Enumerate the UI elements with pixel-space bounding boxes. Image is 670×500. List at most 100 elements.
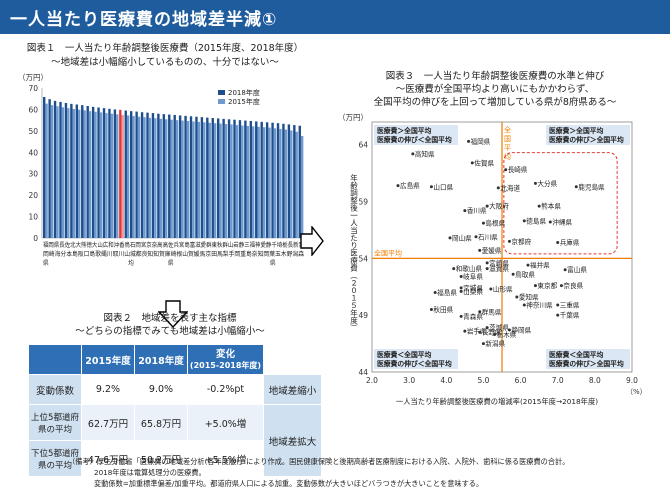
bar-2018: [249, 121, 253, 238]
bar-2018: [206, 117, 209, 238]
point-label: 大分県: [537, 179, 557, 188]
x-tick-label: 7.0: [552, 376, 564, 385]
bar-2018: [162, 114, 166, 238]
highlight-region: [503, 152, 618, 255]
y-tick-label: 30: [28, 170, 38, 179]
bar-2015: [224, 124, 228, 238]
table-eval-cell: 地域差拡大: [263, 404, 322, 477]
y-axis-label: 年齢調整後一人当たり医療費（２０１５年度）: [349, 173, 358, 332]
bar-2015: [148, 117, 152, 238]
point-label: 山形県: [493, 285, 513, 294]
bar-2018: [102, 108, 106, 238]
bar-2018: [53, 100, 57, 238]
bar-2015: [197, 121, 201, 238]
bar-2018: [113, 109, 117, 238]
bar-2018: [227, 119, 231, 238]
scatter-point: [429, 308, 433, 311]
bar-2018: [271, 122, 274, 238]
bar-2015: [121, 115, 124, 238]
x-tick-label: 8.0: [589, 376, 601, 385]
bar-2015: [78, 109, 81, 238]
bar-2015: [137, 116, 141, 238]
bar-2018: [200, 117, 204, 238]
table-cell: -0.2%pt: [187, 374, 264, 405]
bar-2018: [130, 111, 133, 238]
y-tick-label: 44: [358, 368, 368, 377]
x-category-labels: 福岡県長佐北大熊徳大山広和沖香鳥石岡宮京奈高高佐兵宮島富滋愛群東秋群山岩静三福神…: [43, 241, 304, 249]
bar-2015: [284, 129, 288, 238]
bar-2015: [50, 105, 54, 238]
point-label: 宮城県: [463, 283, 483, 292]
table-row: 変動係数 9.2% 9.0% -0.2%pt 地域差縮小: [28, 374, 322, 405]
point-label: 北海道: [500, 183, 520, 192]
x-tick-label: 6.0: [515, 376, 527, 385]
page-title: 一人当たり医療費の地域差半減①: [10, 10, 278, 30]
point-label: 福島県: [437, 288, 457, 297]
point-label: 茨城県: [489, 323, 509, 332]
legend-label: 2018年度: [228, 88, 260, 97]
avg-vertical-label: 国: [504, 135, 511, 143]
bar-2015: [203, 122, 206, 238]
avg-vertical-label: 平: [504, 144, 511, 152]
table-row: 下位5都道府県の平均 47.6万円 50.2万円 +5.5%増: [28, 440, 322, 477]
quadrant-label-tl: 医療費の伸び＜全国平均: [377, 135, 452, 144]
quadrant-label-tr: 医療費の伸び＞全国平均: [549, 135, 624, 144]
quadrant-label-bl: 医療費＜全国平均: [377, 350, 432, 359]
y-tick-label: 64: [358, 141, 368, 150]
point-label: 和歌山県: [456, 264, 483, 273]
bar-2018: [233, 119, 236, 238]
bar-2018: [255, 121, 258, 238]
point-label: 静岡県: [511, 325, 531, 334]
fig3-subcaption: ～医療費が全国平均より高いにもかかわらず、: [395, 84, 595, 95]
bar-2015: [154, 118, 157, 238]
point-label: 青森県: [463, 312, 483, 321]
bar-2015: [126, 115, 130, 238]
scatter-point: [396, 184, 400, 188]
bar-2015: [83, 110, 86, 238]
bar-2018: [146, 112, 149, 238]
point-label: 神奈川県: [526, 300, 553, 309]
scatter-point: [537, 204, 541, 208]
quadrant-label-br: 医療費の伸び＞全国平均: [549, 359, 624, 368]
bar-2015: [273, 128, 277, 238]
scatter-point: [485, 326, 489, 330]
table-row-label: 変動係数: [28, 374, 82, 405]
bar-2018: [211, 118, 214, 238]
scatter-point: [463, 209, 467, 213]
point-label: 佐賀県: [474, 158, 494, 167]
table-cell: 62.7万円: [81, 404, 135, 441]
bar-2015: [246, 125, 249, 238]
scatter-point: [474, 235, 478, 239]
point-label: 愛媛県: [482, 246, 502, 255]
bar-2015: [110, 113, 114, 238]
point-label: 千葉県: [560, 311, 580, 320]
down-arrow-icon: [158, 300, 188, 328]
y-tick-label: 10: [28, 213, 38, 222]
table-cell: 47.6万円: [81, 440, 135, 477]
scatter-point: [485, 267, 489, 271]
bar-2015: [290, 130, 293, 238]
bar-2015: [132, 116, 135, 238]
bar-2018: [276, 123, 280, 238]
fig1-subcaption: ～地域差は小幅縮小しているものの、十分ではない～: [51, 57, 279, 68]
bar-2018: [189, 116, 193, 238]
table2-subcaption: ～どちらの指標でみても地域差は小幅縮小～: [75, 326, 265, 337]
y-unit-label: （万円）: [18, 73, 48, 82]
scatter-point: [556, 303, 560, 307]
scatter-point: [433, 290, 437, 294]
right-arrow-icon: [300, 226, 324, 256]
bar-2015: [279, 128, 282, 238]
bar-2015: [241, 125, 244, 238]
bar-2018: [195, 116, 198, 238]
point-label: 東京都: [537, 281, 557, 290]
bar-2018: [81, 105, 84, 238]
bar-2015: [170, 119, 173, 238]
point-label: 京都府: [511, 237, 531, 246]
avg-vertical-label: 全: [504, 125, 511, 134]
scatter-point: [481, 342, 485, 346]
bar-2015: [186, 121, 190, 238]
bar-2018: [86, 106, 89, 238]
fig3-subcaption-2: 全国平均の伸びを上回って増加している県が8府県ある～: [373, 97, 617, 108]
point-label: 熊本県: [541, 202, 561, 211]
x-unit-label: （%）: [626, 388, 647, 396]
